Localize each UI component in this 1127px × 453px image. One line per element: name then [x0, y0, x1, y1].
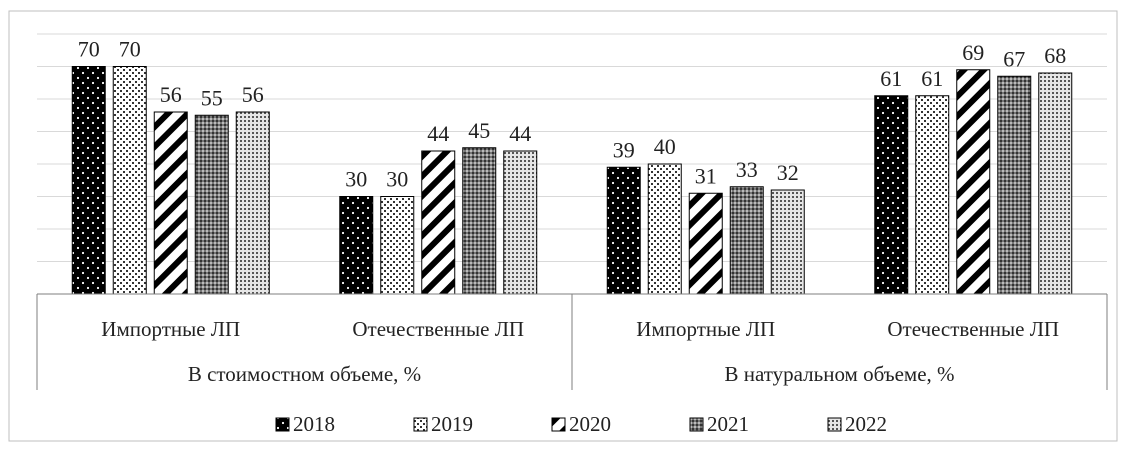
category-label: Импортные ЛП: [101, 317, 240, 341]
data-label: 30: [386, 167, 408, 192]
bar-2020: [421, 150, 456, 295]
bar-2018: [339, 196, 374, 295]
data-label: 69: [962, 40, 984, 65]
data-label: 56: [242, 82, 264, 107]
data-label: 30: [345, 167, 367, 192]
bar-2019: [112, 66, 147, 295]
data-label: 40: [654, 134, 676, 159]
data-label: 70: [119, 37, 141, 62]
legend-swatch-2020: [551, 417, 566, 432]
bar-2018: [71, 66, 106, 295]
bar-2021: [997, 75, 1032, 295]
legend-swatch-2022: [827, 417, 842, 432]
legend: 2018 2019 2020 2021 2022: [275, 412, 887, 436]
data-label: 32: [777, 160, 799, 185]
bar-2019: [380, 196, 415, 295]
data-label: 33: [736, 157, 758, 182]
bars: [71, 66, 1073, 295]
bar-2018: [606, 166, 641, 295]
bar-2018: [874, 95, 909, 295]
data-label: 55: [201, 85, 223, 110]
category-label: Отечественные ЛП: [352, 317, 524, 341]
legend-label: 2022: [845, 412, 887, 436]
data-label: 61: [880, 66, 902, 91]
data-label: 70: [78, 37, 100, 62]
data-label: 44: [509, 121, 531, 146]
category-labels: Импортные ЛП Отечественные ЛП Импортные ЛП…: [101, 317, 1059, 341]
category-label: Импортные ЛП: [636, 317, 775, 341]
data-label: 45: [468, 118, 490, 143]
category-label: Отечественные ЛП: [887, 317, 1059, 341]
bar-2020: [688, 192, 723, 295]
group-labels: В стоимостном объеме, % В натуральном объ…: [188, 362, 955, 386]
legend-label: 2020: [569, 412, 611, 436]
bar-2021: [462, 147, 497, 295]
legend-swatch-2021: [689, 417, 704, 432]
bar-2022: [770, 189, 805, 295]
legend-swatch-2019: [413, 417, 428, 432]
bar-2020: [956, 69, 991, 295]
data-labels: 70 70 56 55 56 30 30 44 45 44 39 40 31 33 32 61 61 69 67 68: [78, 37, 1067, 192]
bar-2022: [235, 111, 270, 295]
legend-label: 2021: [707, 412, 749, 436]
legend-label: 2019: [431, 412, 473, 436]
bar-2022: [503, 150, 538, 295]
bar-2020: [153, 111, 188, 295]
bar-2021: [729, 186, 764, 295]
data-label: 39: [613, 137, 635, 162]
group-label: В натуральном объеме, %: [724, 362, 954, 386]
bar-2022: [1038, 72, 1073, 295]
bar-2019: [647, 163, 682, 295]
data-label: 68: [1044, 43, 1066, 68]
group-label: В стоимостном объеме, %: [188, 362, 421, 386]
legend-swatch-2018: [275, 417, 290, 432]
data-label: 67: [1003, 46, 1025, 71]
data-label: 56: [160, 82, 182, 107]
legend-label: 2018: [293, 412, 335, 436]
bar-2021: [194, 114, 229, 295]
bar-2019: [915, 95, 950, 295]
data-label: 44: [427, 121, 449, 146]
data-label: 31: [695, 163, 717, 188]
data-label: 61: [921, 66, 943, 91]
